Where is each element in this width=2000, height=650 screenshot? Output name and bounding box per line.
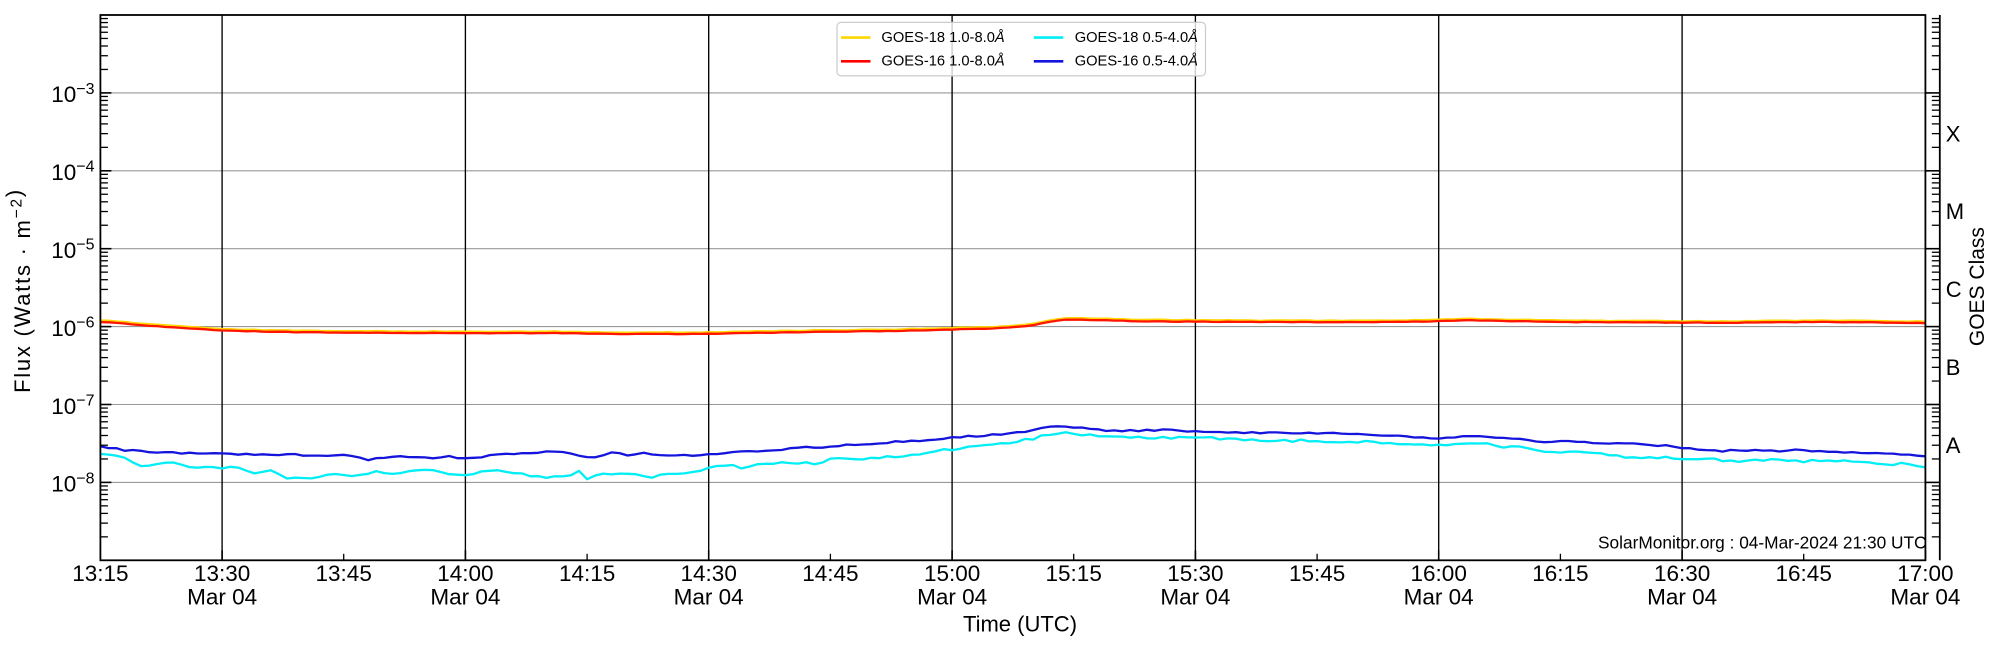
svg-text:Mar 04: Mar 04: [430, 585, 500, 610]
svg-text:16:30: 16:30: [1654, 561, 1710, 586]
svg-text:X: X: [1946, 121, 1961, 146]
svg-text:C: C: [1946, 277, 1962, 302]
svg-text:Mar 04: Mar 04: [674, 585, 744, 610]
svg-text:14:45: 14:45: [802, 561, 858, 586]
svg-text:15:00: 15:00: [924, 561, 980, 586]
svg-text:GOES-16 0.5-4.0Å: GOES-16 0.5-4.0Å: [1075, 52, 1198, 69]
svg-text:17:00: 17:00: [1897, 561, 1953, 586]
svg-text:Mar 04: Mar 04: [187, 585, 257, 610]
svg-text:Mar 04: Mar 04: [1160, 585, 1230, 610]
svg-text:M: M: [1946, 199, 1964, 224]
svg-text:15:30: 15:30: [1167, 561, 1223, 586]
svg-text:16:45: 16:45: [1776, 561, 1832, 586]
svg-text:Mar 04: Mar 04: [1647, 585, 1717, 610]
svg-text:GOES-18 0.5-4.0Å: GOES-18 0.5-4.0Å: [1075, 29, 1198, 46]
svg-text:GOES Class: GOES Class: [1966, 227, 1989, 346]
svg-text:B: B: [1946, 355, 1961, 380]
svg-text:13:30: 13:30: [194, 561, 250, 586]
svg-text:15:45: 15:45: [1289, 561, 1345, 586]
svg-text:16:15: 16:15: [1532, 561, 1588, 586]
svg-text:10−5: 10−5: [51, 237, 94, 263]
svg-text:GOES-16 1.0-8.0Å: GOES-16 1.0-8.0Å: [881, 52, 1004, 69]
svg-text:14:30: 14:30: [681, 561, 737, 586]
svg-text:15:15: 15:15: [1046, 561, 1102, 586]
svg-text:10−7: 10−7: [51, 392, 94, 418]
svg-text:SolarMonitor.org : 04-Mar-2024: SolarMonitor.org : 04-Mar-2024 21:30 UTC: [1598, 533, 1927, 553]
svg-text:Mar 04: Mar 04: [1890, 585, 1960, 610]
svg-text:13:45: 13:45: [316, 561, 372, 586]
svg-text:10−8: 10−8: [51, 470, 94, 496]
svg-text:GOES-18 1.0-8.0Å: GOES-18 1.0-8.0Å: [881, 29, 1004, 46]
svg-text:A: A: [1946, 433, 1961, 458]
svg-text:Mar 04: Mar 04: [1404, 585, 1474, 610]
svg-text:Mar 04: Mar 04: [917, 585, 987, 610]
svg-text:14:15: 14:15: [559, 561, 615, 586]
svg-text:10−4: 10−4: [51, 159, 94, 185]
svg-text:13:15: 13:15: [72, 561, 128, 586]
svg-text:14:00: 14:00: [437, 561, 493, 586]
svg-text:Time (UTC): Time (UTC): [963, 612, 1077, 637]
svg-text:16:00: 16:00: [1411, 561, 1467, 586]
